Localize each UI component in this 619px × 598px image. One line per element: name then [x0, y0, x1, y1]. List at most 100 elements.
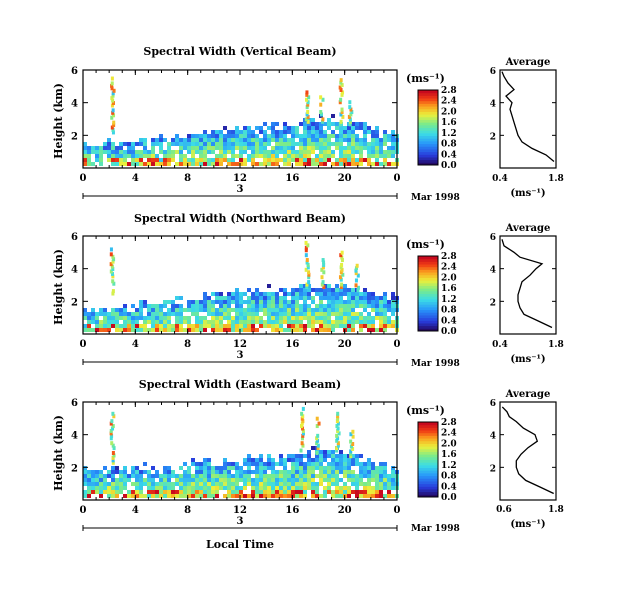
heatmap-cell	[187, 470, 191, 474]
heatmap-cell	[135, 320, 139, 324]
heatmap-cell	[255, 478, 259, 482]
colorbar-segment	[418, 424, 438, 428]
heatmap-cell	[363, 288, 367, 292]
heatmap-cell	[347, 328, 351, 332]
colorbar-segment	[418, 119, 438, 123]
heatmap-cell	[315, 416, 319, 421]
heatmap-cell	[111, 146, 115, 150]
colorbar-segment	[418, 103, 438, 107]
heatmap-cell	[171, 324, 175, 328]
heatmap-cell	[112, 88, 116, 93]
heatmap-cell	[163, 486, 167, 490]
heatmap-cell	[291, 130, 295, 134]
heatmap-cell	[299, 494, 303, 498]
heatmap-cell	[304, 248, 308, 253]
heatmap-cell	[259, 486, 263, 490]
heatmap-cell	[251, 478, 255, 482]
heatmap-cell	[299, 292, 303, 296]
heatmap-cell	[251, 150, 255, 154]
heatmap-cell	[339, 112, 343, 117]
heatmap-cell	[167, 162, 171, 166]
heatmap-cell	[267, 478, 271, 482]
heatmap-cell	[255, 304, 259, 308]
heatmap-cell	[207, 134, 211, 138]
heatmap-cell	[131, 154, 135, 158]
heatmap-cell	[391, 146, 395, 150]
heatmap-cell	[321, 265, 325, 270]
heatmap-cell	[283, 288, 287, 292]
heatmap-cell	[263, 470, 267, 474]
heatmap-cell	[227, 308, 231, 312]
heatmap-cell	[311, 494, 315, 498]
heatmap-cell	[355, 292, 359, 296]
heatmap-cell	[340, 267, 344, 272]
heatmap-cell	[227, 470, 231, 474]
heatmap-cell	[305, 282, 309, 287]
heatmap-cell	[167, 486, 171, 490]
heatmap-cell	[243, 470, 247, 474]
heatmap-cell	[339, 126, 343, 130]
heatmap-cell	[259, 146, 263, 150]
heatmap-cell	[315, 320, 319, 324]
heatmap-cell	[151, 478, 155, 482]
heatmap-cell	[231, 328, 235, 332]
heatmap-cell	[349, 432, 353, 437]
heatmap-cell	[171, 154, 175, 158]
heatmap-cell	[110, 96, 114, 101]
heatmap-cell	[139, 138, 143, 142]
heatmap-cell	[223, 470, 227, 474]
heatmap-cell	[331, 150, 335, 154]
heatmap-cell	[219, 130, 223, 134]
heatmap-cell	[391, 142, 395, 146]
heatmap-cell	[283, 482, 287, 486]
heatmap-cell	[247, 320, 251, 324]
heatmap-cell	[347, 458, 351, 462]
heatmap-cell	[316, 438, 320, 443]
heatmap-cell	[311, 118, 315, 122]
heatmap-cell	[143, 482, 147, 486]
heatmap-cell	[243, 142, 247, 146]
heatmap-cell	[307, 474, 311, 478]
heatmap-cell	[215, 162, 219, 166]
heatmap-cell	[163, 320, 167, 324]
heatmap-cell	[367, 142, 371, 146]
heatmap-cell	[316, 446, 320, 451]
heatmap-cell	[83, 466, 87, 470]
heatmap-cell	[247, 312, 251, 316]
heatmap-cell	[299, 448, 303, 453]
heatmap-cell	[251, 486, 255, 490]
colorbar-segment	[418, 432, 438, 436]
heatmap-cell	[227, 292, 231, 296]
heatmap-cell	[259, 458, 263, 462]
heatmap-cell	[355, 296, 359, 300]
heatmap-cell	[287, 158, 291, 162]
heatmap-cell	[335, 312, 339, 316]
colorbar-segment	[418, 328, 438, 332]
heatmap-cell	[271, 490, 275, 494]
heatmap-cell	[311, 138, 315, 142]
heatmap-cell	[119, 158, 123, 162]
heatmap-cell	[323, 134, 327, 138]
heatmap-cell	[367, 474, 371, 478]
heatmap-cell	[219, 146, 223, 150]
heatmap-cell	[107, 320, 111, 324]
heatmap-cell	[339, 134, 343, 138]
heatmap-cell	[147, 494, 151, 498]
colorbar-segment	[418, 138, 438, 142]
heatmap-cell	[199, 150, 203, 154]
heatmap-cell	[231, 158, 235, 162]
heatmap-cell	[303, 478, 307, 482]
heatmap-cell	[115, 312, 119, 316]
heatmap-cell	[191, 486, 195, 490]
heatmap-cell	[303, 146, 307, 150]
heatmap-cell	[131, 142, 135, 146]
heatmap-cell	[91, 162, 95, 166]
heatmap-cell	[291, 292, 295, 296]
heatmap-cell	[295, 150, 299, 154]
y-tick-label: 2	[71, 131, 78, 142]
heatmap-cell	[155, 142, 159, 146]
heatmap-cell	[295, 462, 299, 466]
heatmap-cell	[211, 138, 215, 142]
heatmap-cell	[387, 316, 391, 320]
heatmap-cell	[279, 150, 283, 154]
